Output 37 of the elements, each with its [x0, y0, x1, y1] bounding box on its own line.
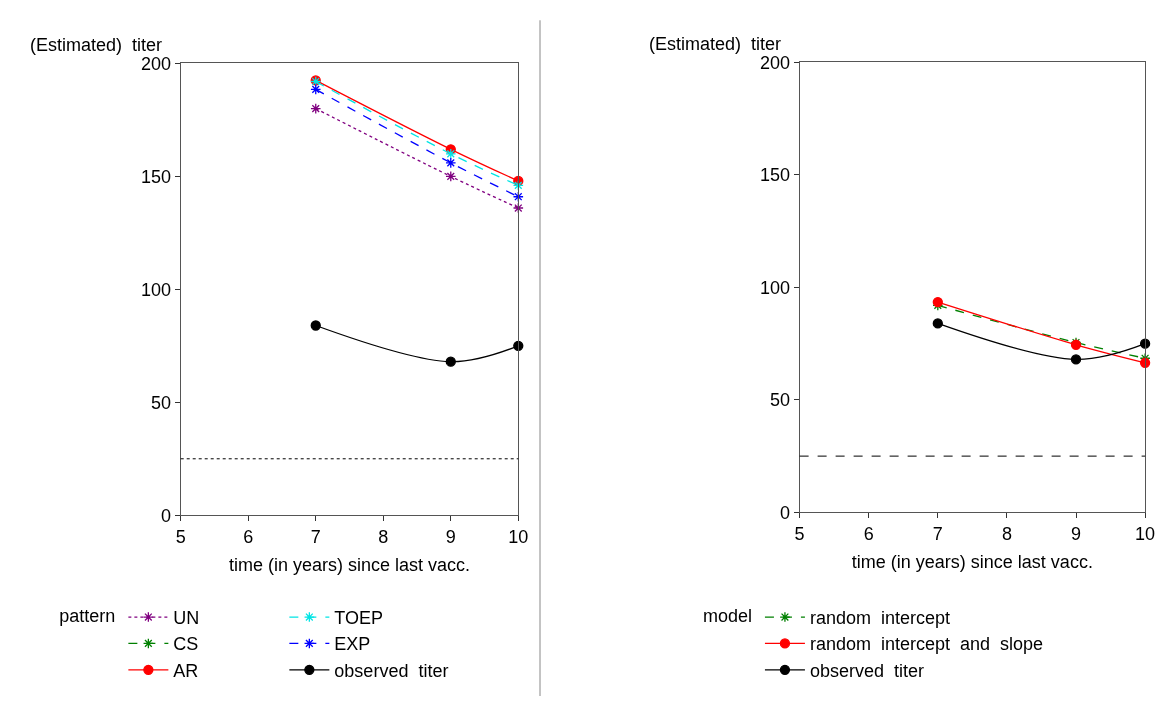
x-tick-label: 7: [932, 523, 943, 544]
legend-title: model: [702, 606, 752, 627]
legend-title: pattern: [59, 606, 116, 627]
y-tick-label: 50: [151, 392, 172, 413]
x-tick-label: 6: [863, 523, 874, 544]
y-tick-label: 50: [769, 390, 791, 411]
legend-label: CS: [173, 634, 199, 655]
x-tick-label: 9: [445, 526, 456, 547]
y-axis-title: (Estimated) titer: [30, 35, 163, 55]
legend-label: observed titer: [334, 660, 449, 681]
x-tick-label: 7: [310, 526, 321, 547]
legend-label: random intercept: [809, 608, 951, 629]
x-tick-label: 10: [508, 526, 529, 547]
y-tick-label: 0: [780, 502, 791, 523]
y-tick-label: 200: [759, 52, 791, 73]
x-tick-label: 8: [1001, 523, 1012, 544]
x-tick-label: 6: [243, 526, 254, 547]
legend-label: TOEP: [334, 608, 384, 629]
y-axis-title: (Estimated) titer: [649, 34, 782, 54]
y-tick-label: 150: [759, 165, 791, 186]
legend-label: observed titer: [809, 660, 924, 681]
legend-label: UN: [173, 608, 200, 629]
legend-label: random intercept and slope: [809, 634, 1044, 655]
legend-label: EXP: [334, 634, 371, 655]
x-tick-label: 10: [1135, 523, 1156, 544]
x-axis-title: time (in years) since last vacc.: [851, 552, 1093, 573]
y-tick-label: 200: [141, 53, 172, 74]
x-axis-title: time (in years) since last vacc.: [228, 554, 471, 575]
x-tick-label: 5: [794, 523, 805, 544]
y-tick-label: 150: [141, 166, 172, 187]
x-tick-label: 9: [1071, 523, 1082, 544]
y-tick-label: 0: [161, 505, 172, 526]
y-tick-label: 100: [141, 279, 172, 300]
x-tick-label: 8: [378, 526, 389, 547]
legend-label: AR: [173, 660, 199, 681]
x-tick-label: 5: [175, 526, 186, 547]
y-tick-label: 100: [759, 277, 791, 298]
